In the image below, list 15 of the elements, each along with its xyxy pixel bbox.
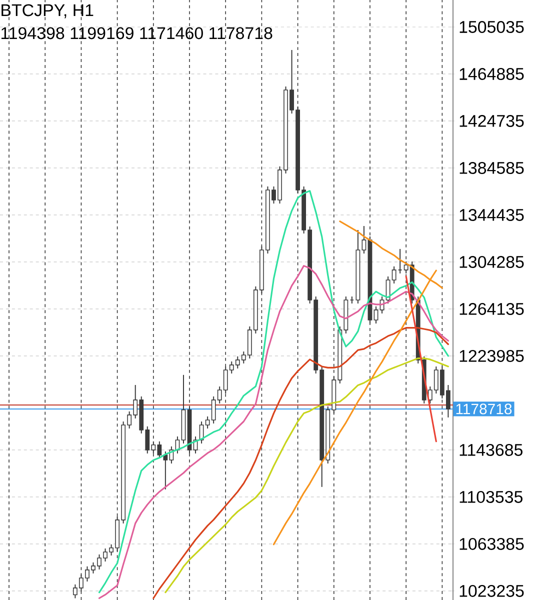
y-tick-label: 1344435 xyxy=(460,208,524,221)
text: 1194398 1199169 1171460 1178718 xyxy=(1,27,272,40)
ref-line-label: 1178718 xyxy=(456,404,512,414)
y-tick-label: 1384585 xyxy=(460,162,524,174)
y-tick-label: 1023235 xyxy=(460,584,524,597)
y-tick-label: 1143685 xyxy=(460,444,522,456)
y-tick-label: 1424735 xyxy=(460,114,524,127)
chart-title: BTCJPY, H1 xyxy=(2,4,94,18)
y-tick-label: 1505035 xyxy=(460,20,524,33)
y-tick-label: 1103535 xyxy=(460,490,522,503)
y-tick-label: 1264135 xyxy=(460,302,524,315)
y-tick-label: 1304285 xyxy=(460,256,524,268)
y-tick-label: 1464885 xyxy=(460,68,524,80)
y-tick-label: 1063385 xyxy=(460,538,524,550)
y-tick-label: 1223985 xyxy=(460,350,524,362)
